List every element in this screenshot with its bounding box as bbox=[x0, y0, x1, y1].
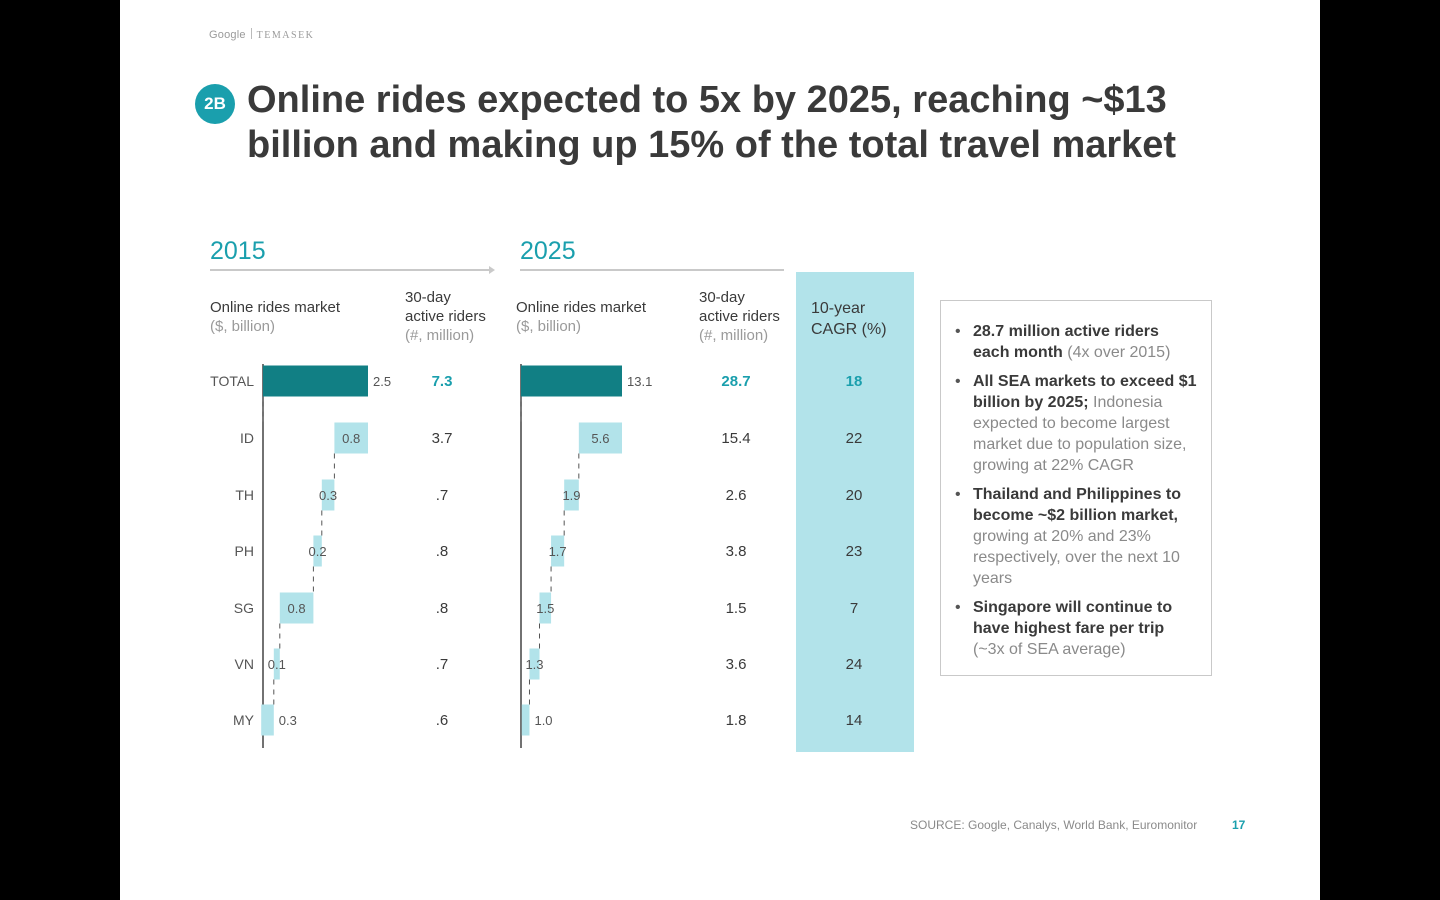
chart-2015-riders-total: 7.3 bbox=[432, 373, 453, 390]
category-label-my: MY bbox=[233, 712, 255, 728]
chart-2025-bar-ph bbox=[551, 535, 565, 567]
chart-2015-value-id: 0.8 bbox=[342, 431, 360, 446]
brand-logo: Google TEMASEK bbox=[209, 28, 314, 41]
year-2015-title: 2015 bbox=[210, 237, 266, 265]
chart-2015-bar-ph bbox=[313, 535, 322, 567]
category-label-sg: SG bbox=[234, 600, 254, 616]
takeaway-2: All SEA markets to exceed $1 billion by … bbox=[955, 371, 1199, 476]
chart-2015-value-sg: 0.8 bbox=[288, 601, 306, 616]
cagr-value-my: 14 bbox=[846, 712, 863, 729]
year-2015-rule bbox=[210, 269, 490, 271]
chart-2015-value-th: 0.3 bbox=[319, 488, 337, 503]
market-header-2025: Online rides market ($, billion) bbox=[516, 299, 647, 335]
slide: Google TEMASEK 2B Online rides expected t… bbox=[120, 0, 1320, 900]
takeaway-4: Singapore will continue to have highest … bbox=[955, 597, 1199, 660]
chart-2025-riders-th: 2.6 bbox=[726, 487, 747, 504]
chart-2025-value-ph: 1.7 bbox=[549, 544, 567, 559]
source-note: SOURCE: Google, Canalys, World Bank, Eur… bbox=[910, 818, 1198, 832]
chart-2015-riders-vn: .7 bbox=[436, 656, 449, 673]
takeaway-3: Thailand and Philippines to become ~$2 b… bbox=[955, 484, 1199, 589]
cagr-value-vn: 24 bbox=[846, 656, 863, 673]
chart-2015-value-ph: 0.2 bbox=[309, 544, 327, 559]
chart-2025-bar-my bbox=[521, 704, 530, 736]
chart-2015-bar-vn bbox=[273, 648, 280, 680]
riders-header-2015: 30-day active riders (#, million) bbox=[405, 289, 486, 344]
chart-2015-bar-id bbox=[334, 422, 368, 454]
chart-2025-value-sg: 1.5 bbox=[536, 601, 554, 616]
cagr-value-total: 18 bbox=[846, 373, 863, 390]
chart-2025-bar-sg bbox=[539, 592, 552, 624]
market-header-2015: Online rides market ($, billion) bbox=[210, 299, 341, 335]
chart-2015-value-my: 0.3 bbox=[279, 713, 297, 728]
chart-2015-bar-sg bbox=[279, 592, 314, 624]
category-label-id: ID bbox=[240, 430, 254, 446]
chart-2015-bar-my bbox=[261, 704, 274, 736]
key-takeaways-box: 28.7 million active riders each month (4… bbox=[940, 300, 1212, 676]
chart-2015-riders-ph: .8 bbox=[436, 543, 449, 560]
riders-header-2025: 30-day active riders (#, million) bbox=[699, 289, 780, 344]
chart-2015-riders-sg: .8 bbox=[436, 600, 449, 617]
chart-2025-riders-total: 28.7 bbox=[721, 373, 750, 390]
chart-2015-riders-th: .7 bbox=[436, 487, 449, 504]
category-label-th: TH bbox=[235, 487, 254, 503]
chart-2015-value-total: 2.5 bbox=[373, 374, 391, 389]
takeaway-1: 28.7 million active riders each month (4… bbox=[955, 321, 1199, 363]
chart-2025-bar-id bbox=[578, 422, 622, 454]
section-badge: 2B bbox=[195, 84, 235, 124]
chart-2025-bar-total bbox=[521, 365, 622, 397]
brand-temasek: TEMASEK bbox=[256, 30, 315, 41]
chart-2015-bar-th bbox=[321, 479, 335, 511]
brand-google: Google bbox=[209, 29, 246, 41]
chart-2015-riders-my: .6 bbox=[436, 712, 449, 729]
chart-2025-bar-th bbox=[564, 479, 579, 511]
cagr-header: 10-year CAGR (%) bbox=[811, 300, 887, 338]
chart-2025-value-my: 1.0 bbox=[534, 713, 552, 728]
waterfall-charts: 2.5 7.3 TOTAL 0.8 3.7 ID 0.3 .7 TH 0.2 .8 PH 0.8 .8 SG… bbox=[210, 364, 863, 748]
cagr-value-ph: 23 bbox=[846, 543, 863, 560]
chart-2025-bar-vn bbox=[529, 648, 540, 680]
chart-2025-riders-my: 1.8 bbox=[726, 712, 747, 729]
slide-title: Online rides expected to 5x by 2025, rea… bbox=[247, 79, 1177, 166]
category-label-ph: PH bbox=[235, 543, 254, 559]
year-2025-title: 2025 bbox=[520, 237, 576, 265]
chart-2025-riders-id: 15.4 bbox=[721, 430, 750, 447]
year-2015-arrowhead bbox=[489, 266, 495, 274]
chart-2025-value-vn: 1.3 bbox=[525, 657, 543, 672]
chart-2015-riders-id: 3.7 bbox=[432, 430, 453, 447]
chart-2025-riders-ph: 3.8 bbox=[726, 543, 747, 560]
page-number: 17 bbox=[1232, 818, 1246, 832]
category-label-vn: VN bbox=[235, 656, 254, 672]
chart-2025-value-total: 13.1 bbox=[627, 374, 652, 389]
chart-2025-riders-vn: 3.6 bbox=[726, 656, 747, 673]
chart-2015-value-vn: 0.1 bbox=[268, 657, 286, 672]
cagr-column-background bbox=[796, 272, 914, 752]
cagr-value-id: 22 bbox=[846, 430, 863, 447]
chart-2015-bar-total bbox=[263, 365, 368, 397]
category-label-total: TOTAL bbox=[210, 373, 254, 389]
chart-2025-value-id: 5.6 bbox=[591, 431, 609, 446]
cagr-value-th: 20 bbox=[846, 487, 863, 504]
cagr-value-sg: 7 bbox=[850, 600, 858, 617]
year-2025-rule bbox=[520, 269, 784, 271]
chart-2025-value-th: 1.9 bbox=[562, 488, 580, 503]
chart-2025-riders-sg: 1.5 bbox=[726, 600, 747, 617]
